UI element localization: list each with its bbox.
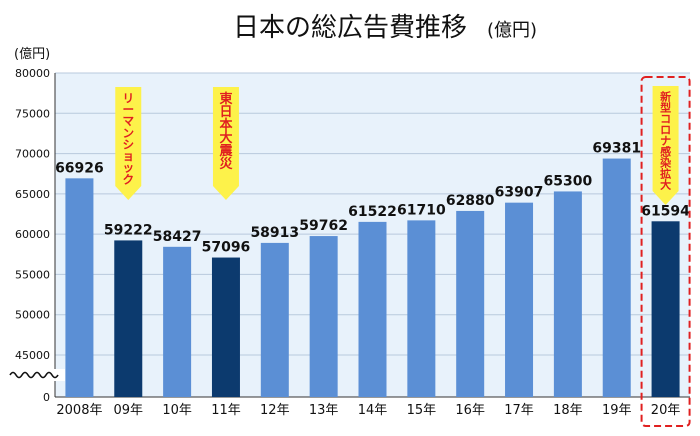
highlight-dashed-box bbox=[640, 76, 691, 427]
y-tick-label: 75000 bbox=[15, 107, 50, 120]
annotation-char: 型 bbox=[660, 100, 671, 114]
y-tick-label: 65000 bbox=[15, 188, 50, 201]
y-tick-label: 55000 bbox=[15, 268, 50, 281]
data-label: 63907 bbox=[495, 185, 544, 201]
x-tick-label: 09年 bbox=[113, 403, 143, 418]
data-label: 69381 bbox=[592, 141, 641, 157]
bar bbox=[260, 242, 289, 397]
bar bbox=[407, 220, 436, 397]
annotation-char: 新 bbox=[660, 89, 671, 103]
annotation-char: シ bbox=[122, 137, 134, 151]
annotation-char: マ bbox=[122, 114, 134, 128]
x-tick-label: 14年 bbox=[358, 403, 388, 418]
annotation-char: 震 bbox=[218, 144, 233, 159]
y-tick-label: 45000 bbox=[15, 349, 50, 362]
annotation-char: リ bbox=[122, 91, 134, 105]
data-label: 65300 bbox=[544, 173, 593, 189]
annotation-char: 災 bbox=[219, 157, 233, 172]
x-tick-label: 18年 bbox=[553, 403, 583, 418]
annotation-char: ン bbox=[122, 126, 134, 140]
annotation-char: 大 bbox=[219, 130, 232, 146]
bar bbox=[114, 240, 143, 397]
data-label: 61594 bbox=[641, 203, 690, 219]
x-tick-label: 17年 bbox=[504, 403, 534, 418]
bar bbox=[309, 236, 338, 397]
y-tick-label: 60000 bbox=[15, 228, 50, 241]
chart-title-unit: (億円) bbox=[487, 20, 537, 41]
data-label: 61710 bbox=[397, 202, 446, 218]
y-axis-label: (億円) bbox=[14, 46, 50, 62]
annotation-char: ナ bbox=[660, 134, 671, 147]
data-label: 62880 bbox=[446, 193, 495, 209]
x-tick-label: 19年 bbox=[602, 403, 632, 418]
annotation-char: ョ bbox=[122, 149, 134, 163]
bar bbox=[358, 221, 387, 397]
x-tick-label: 2008年 bbox=[56, 403, 102, 418]
data-label: 61522 bbox=[348, 204, 397, 220]
chart-title: 日本の総広告費推移 bbox=[233, 13, 467, 43]
bar bbox=[211, 257, 240, 397]
data-label: 57096 bbox=[202, 240, 251, 256]
bar bbox=[651, 221, 680, 397]
annotation-banner bbox=[652, 86, 679, 205]
data-label: 58427 bbox=[153, 229, 202, 245]
annotation-char: コ bbox=[660, 112, 671, 125]
y-tick-label: 70000 bbox=[15, 148, 50, 161]
annotation-char: ク bbox=[122, 172, 134, 186]
x-tick-label: 11年 bbox=[211, 403, 241, 418]
annotation-banner bbox=[212, 87, 239, 200]
x-tick-label: 16年 bbox=[455, 403, 485, 418]
data-label: 59222 bbox=[104, 222, 153, 238]
bar bbox=[553, 191, 582, 397]
data-label: 59762 bbox=[299, 218, 348, 234]
annotation-char: 日 bbox=[219, 105, 232, 120]
x-tick-label: 12年 bbox=[260, 403, 290, 418]
annotation-char: 東 bbox=[219, 91, 232, 107]
bar bbox=[65, 178, 94, 397]
annotation-char: ー bbox=[122, 103, 134, 117]
axis-break-squiggle bbox=[9, 371, 59, 379]
bar bbox=[456, 210, 485, 397]
x-tick-label: 15年 bbox=[407, 403, 437, 418]
annotation-char: 本 bbox=[219, 117, 232, 133]
x-tick-label: 20年 bbox=[651, 403, 681, 418]
bar bbox=[602, 158, 631, 397]
annotation-char: 感 bbox=[660, 144, 671, 158]
annotation-char: ロ bbox=[660, 123, 671, 136]
data-label: 66926 bbox=[55, 160, 104, 176]
y-tick-label: 80000 bbox=[15, 67, 50, 80]
annotation-char: 大 bbox=[660, 177, 671, 191]
y-tick-label: 50000 bbox=[15, 309, 50, 322]
bar bbox=[505, 202, 534, 397]
annotation-banner bbox=[115, 87, 142, 200]
annotation-char: ッ bbox=[122, 161, 134, 175]
bar bbox=[163, 246, 192, 397]
axis-break-mask bbox=[9, 369, 65, 381]
x-tick-label: 13年 bbox=[309, 403, 339, 418]
annotation-char: 拡 bbox=[660, 166, 671, 180]
x-tick-label: 10年 bbox=[162, 403, 192, 418]
y-tick-label: 0 bbox=[43, 391, 50, 404]
data-label: 58913 bbox=[250, 225, 299, 241]
annotation-char: 染 bbox=[660, 155, 672, 169]
